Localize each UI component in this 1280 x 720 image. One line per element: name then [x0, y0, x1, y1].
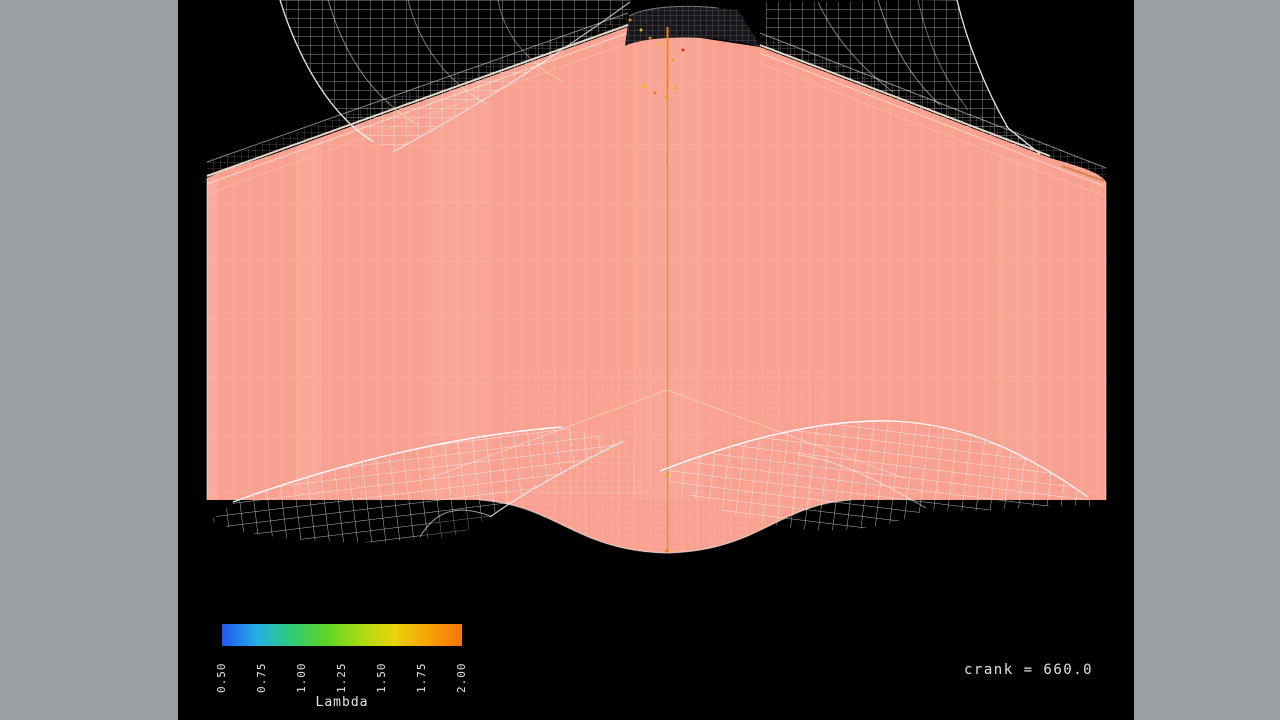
- field-edge-highlights: [206, 24, 1107, 500]
- colorbar-tick-label: 2.00: [455, 662, 468, 694]
- crank-angle-readout: crank = 660.0: [964, 662, 1094, 678]
- colorbar-title: Lambda: [315, 695, 369, 710]
- render-viewport[interactable]: 0.50 0.75 1.00 1.25 1.50 1.75 2.00 Lambd…: [178, 0, 1134, 720]
- piston-surface-mesh: [210, 389, 1090, 554]
- cfd-scene-svg: [206, 0, 1107, 554]
- colorbar-tick-label: 0.75: [255, 662, 268, 694]
- colorbar-gradient: [222, 624, 462, 646]
- intake-port-mesh: [279, 0, 631, 153]
- exhaust-port-mesh: [766, 0, 1042, 156]
- right-letterbox-panel: [1134, 0, 1280, 720]
- colorbar-tick-label: 1.50: [375, 662, 388, 694]
- lambda-colorbar: 0.50 0.75 1.00 1.25 1.50 1.75 2.00 Lambd…: [178, 0, 518, 710]
- injector-pocket-mesh: [625, 5, 761, 47]
- colorbar-tick-label: 1.00: [295, 662, 308, 694]
- colorbar-tick-label: 1.75: [415, 662, 428, 694]
- spray-droplets: [628, 18, 685, 553]
- left-letterbox-panel: [0, 0, 178, 720]
- colorbar-tick-label: 1.25: [335, 662, 348, 694]
- colorbar-tick-label: 0.50: [215, 662, 228, 694]
